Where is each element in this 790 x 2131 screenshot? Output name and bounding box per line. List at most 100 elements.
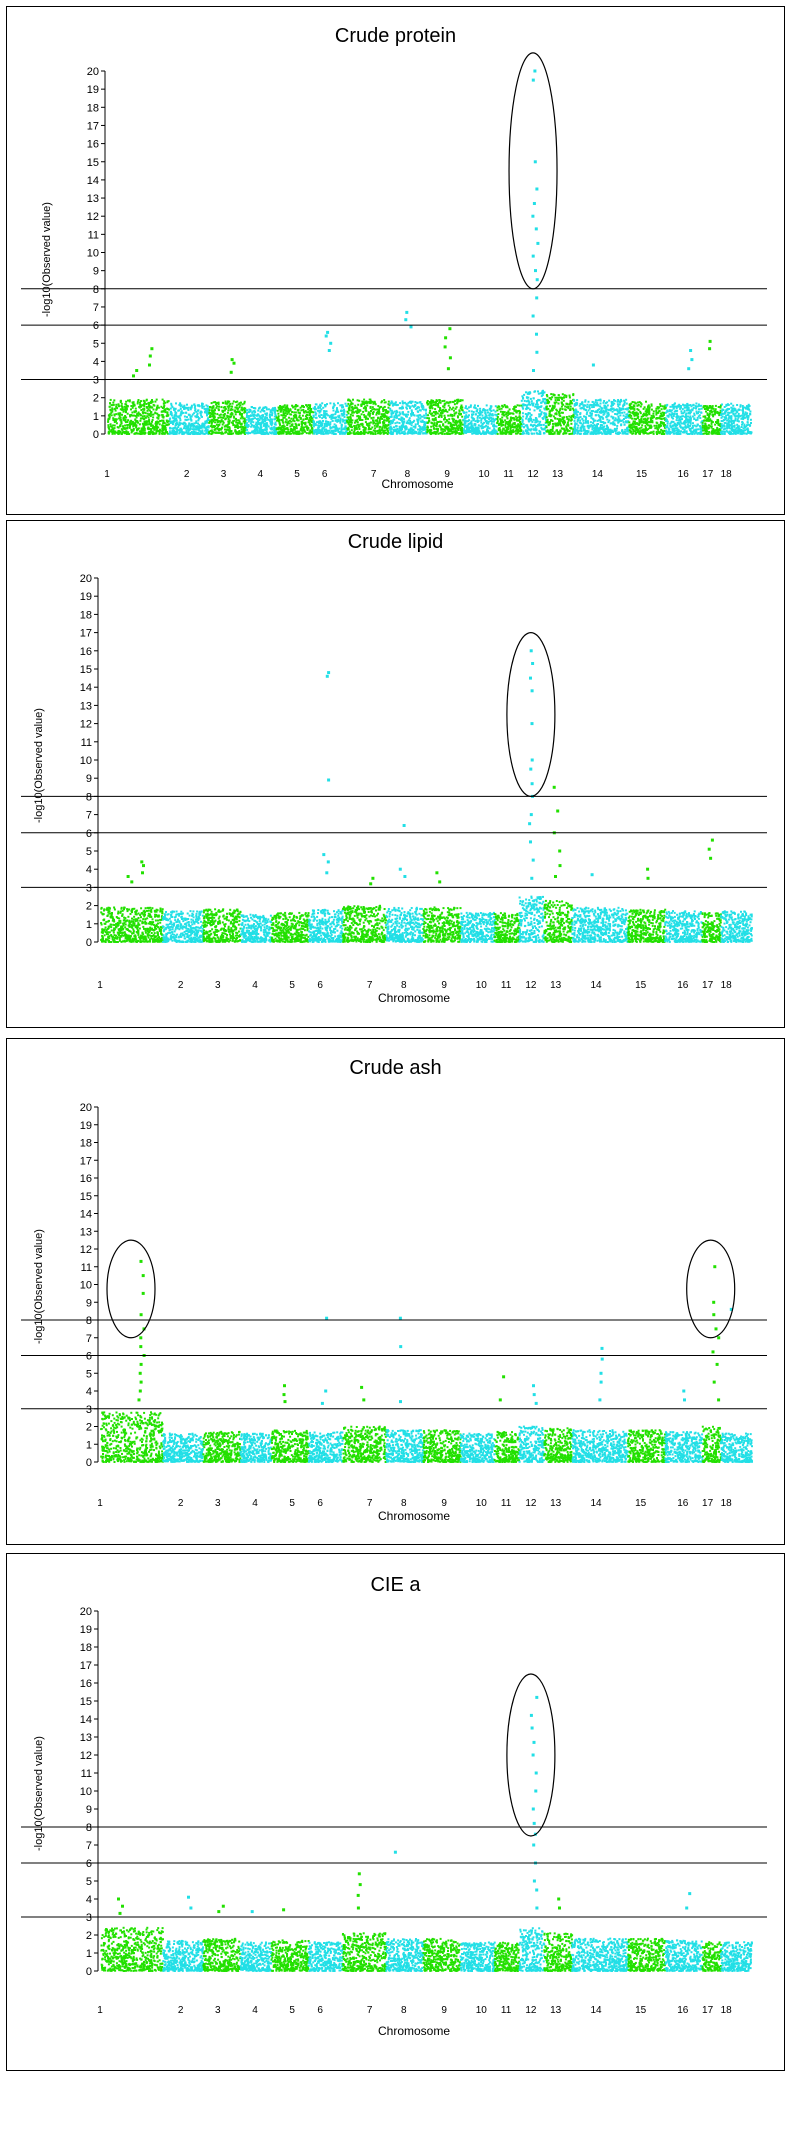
snp-point: [357, 426, 360, 429]
snp-point: [482, 408, 485, 410]
snp-point: [450, 428, 453, 431]
snp-point: [538, 415, 541, 418]
snp-point: [340, 426, 343, 429]
snp-point: [539, 413, 542, 416]
snp-point: [417, 418, 420, 421]
snp-point: [637, 409, 640, 412]
snp-point: [361, 432, 364, 435]
snp-point: [414, 408, 417, 411]
snp-point: [518, 424, 521, 427]
snp-point: [558, 432, 561, 435]
snp-point: [471, 428, 474, 431]
snp-point: [187, 406, 190, 409]
snp-point: [286, 413, 289, 416]
snp-point: [502, 427, 505, 430]
snp-point: [491, 417, 494, 420]
snp-point: [561, 421, 564, 424]
snp-point: [346, 416, 349, 419]
snp-point: [542, 389, 544, 392]
snp-point: [258, 431, 261, 434]
snp-point: [226, 402, 229, 405]
snp-point: [300, 425, 303, 428]
snp-point: [214, 425, 217, 428]
snp-point: [430, 429, 433, 432]
snp-point: [421, 420, 424, 423]
snp-point: [532, 418, 535, 421]
snp-point: [239, 411, 242, 414]
snp-point: [292, 431, 294, 434]
snp-point: [433, 422, 436, 425]
snp-point: [108, 428, 111, 431]
snp-point: [410, 409, 413, 412]
snp-point: [452, 406, 455, 409]
snp-point: [215, 423, 218, 426]
snp-point: [337, 429, 340, 432]
snp-point: [493, 429, 496, 432]
snp-point: [527, 396, 530, 399]
snp-point: [599, 424, 602, 426]
snp-point: [143, 429, 146, 432]
snp-point: [614, 408, 617, 411]
snp-point: [603, 404, 606, 407]
snp-point: [513, 418, 516, 421]
snp-point: [530, 418, 532, 420]
snp-point: [332, 405, 335, 408]
snp-point: [114, 409, 117, 412]
snp-point: [457, 424, 460, 427]
snp-point: [435, 431, 438, 434]
snp-point: [407, 431, 410, 434]
chromosome-tick-label: 4: [257, 469, 263, 480]
snp-point: [516, 404, 519, 407]
snp-point: [476, 408, 479, 411]
snp-point: [271, 428, 274, 431]
snp-point: [437, 416, 440, 418]
snp-point: [248, 410, 251, 413]
snp-point: [602, 413, 605, 416]
snp-point: [310, 425, 313, 428]
snp-point: [421, 415, 424, 418]
snp-point: [432, 418, 435, 421]
snp-point: [626, 420, 628, 423]
snp-point: [583, 428, 586, 431]
snp-point: [124, 415, 127, 417]
snp-point: [499, 410, 502, 413]
snp-point: [202, 425, 205, 428]
snp-point: [350, 419, 352, 422]
snp-point: [431, 414, 434, 417]
snp-point: [635, 411, 638, 414]
snp-point: [437, 432, 440, 435]
snp-point: [546, 408, 548, 411]
snp-point: [148, 432, 151, 435]
snp-point: [244, 433, 247, 435]
snp-point: [421, 419, 424, 422]
snp-point: [446, 433, 449, 435]
snp-point: [573, 411, 576, 413]
snp-point: [236, 400, 239, 403]
snp-point: [456, 400, 459, 403]
snp-point: [444, 429, 447, 432]
snp-point: [495, 425, 498, 428]
snp-point: [493, 427, 496, 430]
snp-point: [193, 403, 196, 406]
snp-point: [204, 411, 206, 414]
snp-point: [120, 433, 123, 435]
snp-point: [180, 430, 183, 432]
snp-point: [489, 409, 492, 412]
snp-point: [425, 430, 428, 433]
snp-point: [195, 421, 198, 424]
snp-point: [265, 428, 268, 431]
snp-point: [329, 431, 332, 434]
snp-point: [126, 424, 129, 426]
snp-point: [129, 415, 132, 418]
snp-point: [276, 419, 279, 422]
snp-point: [289, 432, 291, 435]
snp-point: [575, 422, 578, 425]
snp-point: [115, 420, 117, 423]
snp-point: [218, 420, 221, 423]
snp-point: [602, 422, 605, 425]
snp-point: [228, 405, 231, 408]
snp-point: [508, 408, 511, 411]
snp-point: [139, 403, 142, 406]
snp-point: [633, 408, 636, 411]
snp-point: [356, 421, 359, 424]
